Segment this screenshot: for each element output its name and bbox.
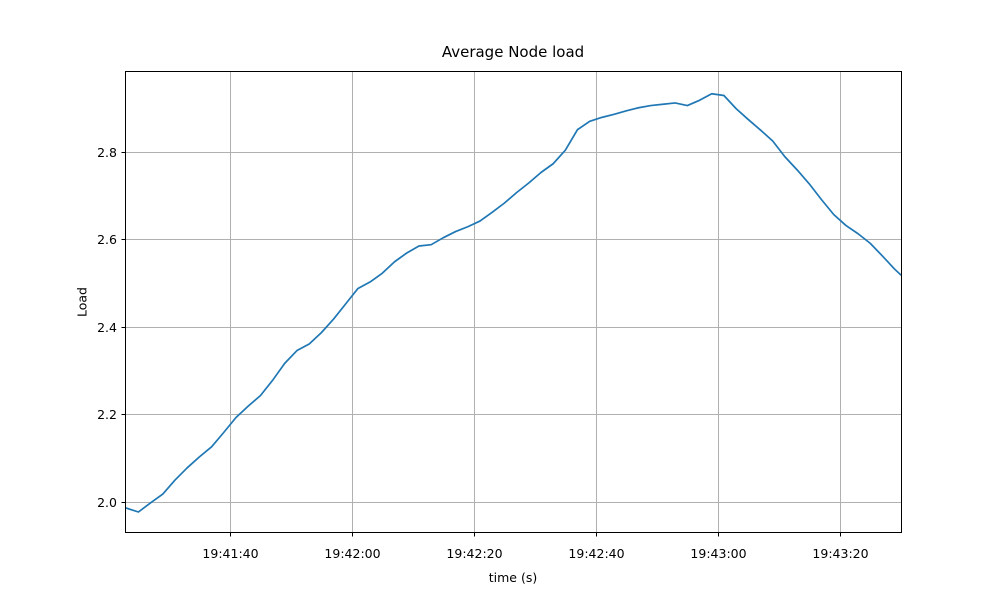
y-tick-label: 2.2	[97, 406, 117, 422]
chart-title: Average Node load	[441, 43, 585, 61]
y-tick-label: 2.4	[97, 319, 117, 335]
axes-spines	[125, 71, 902, 533]
x-tick-label: 19:43:20	[812, 546, 869, 561]
x-axis-label: time (s)	[488, 570, 538, 585]
y-axis-label: Load	[74, 287, 90, 317]
y-tick-label: 2.8	[97, 144, 117, 160]
x-tick-label: 19:43:00	[690, 546, 747, 561]
plot-area	[121, 71, 902, 537]
x-tick-label: 19:41:40	[202, 546, 259, 561]
average-node-load-line	[125, 92, 902, 513]
x-tick-label: 19:42:40	[568, 546, 625, 561]
y-tick-label: 2.6	[97, 231, 117, 247]
x-tick-label: 19:42:00	[324, 546, 381, 561]
y-tick-label: 2.0	[97, 494, 117, 510]
x-tick-label: 19:42:20	[446, 546, 503, 561]
